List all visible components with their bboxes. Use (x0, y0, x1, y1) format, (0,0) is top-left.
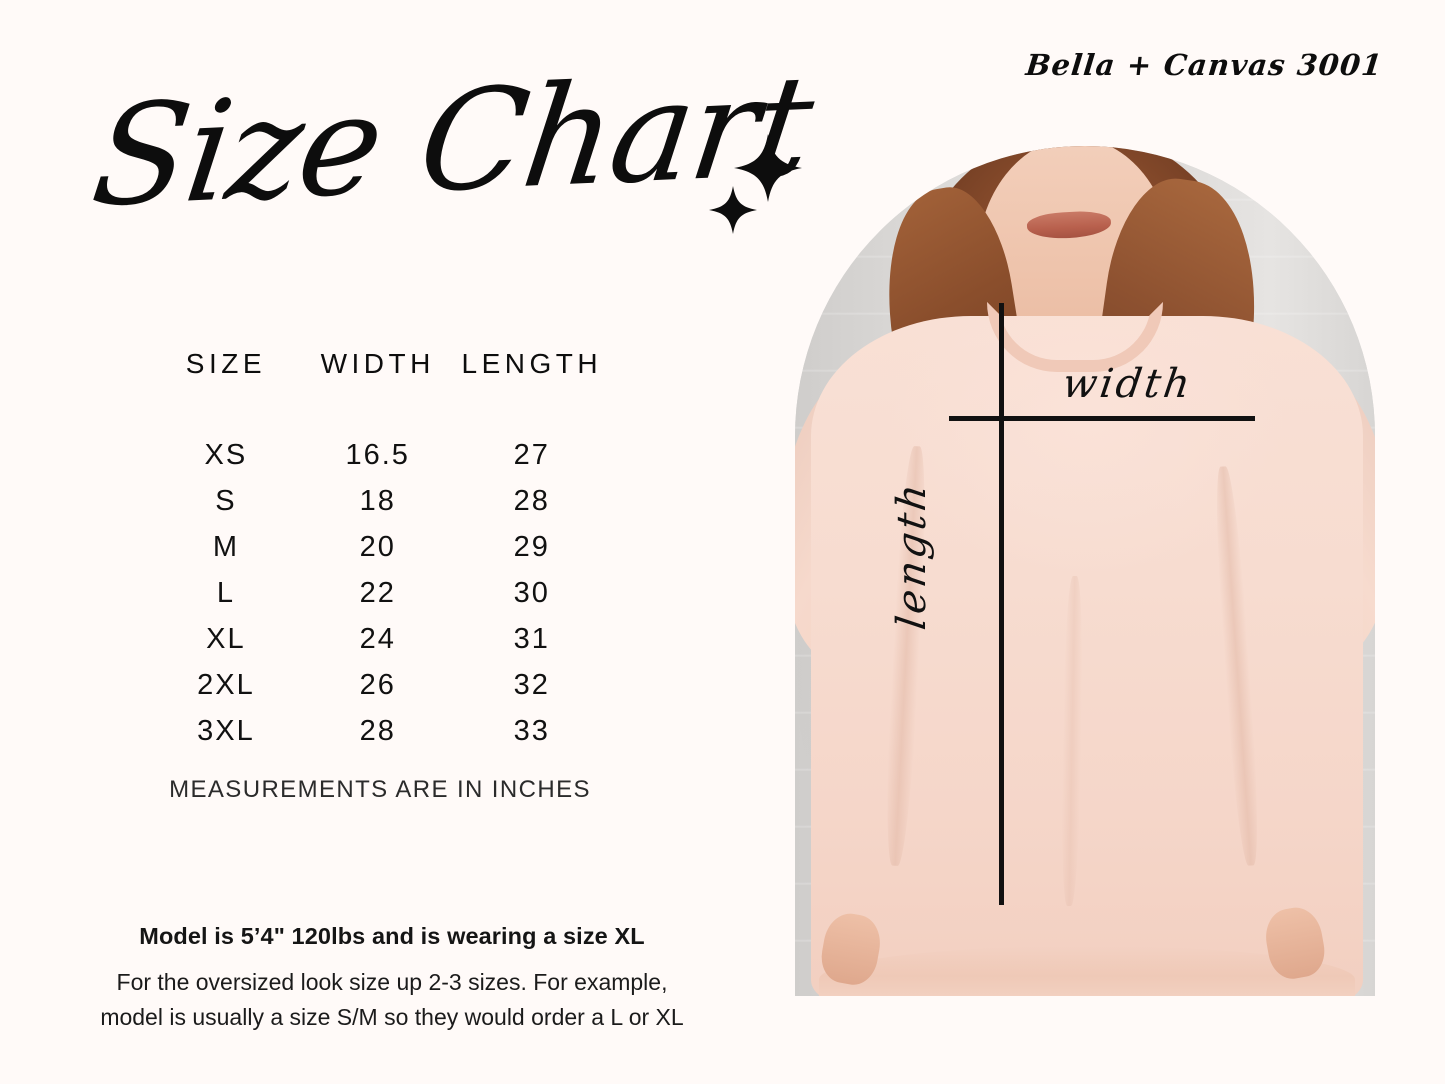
cell-size: L (216, 576, 235, 609)
sparkle-star-small-icon (709, 186, 757, 234)
cell-length: 31 (513, 622, 550, 655)
footnote-model-line: Model is 5’4" 120lbs and is wearing a si… (139, 923, 645, 949)
table-row: 2XL 26 32 (150, 662, 610, 708)
units-note: MEASUREMENTS ARE IN INCHES (169, 776, 591, 803)
cell-width: 18 (359, 484, 396, 517)
cell-length: 29 (513, 530, 550, 563)
cell-width: 22 (359, 576, 396, 609)
cell-length: 28 (513, 484, 550, 517)
footnote-block: Model is 5’4" 120lbs and is wearing a si… (72, 922, 712, 1035)
cell-size: XL (206, 622, 246, 655)
table-row: L 22 30 (150, 570, 610, 616)
cell-length: 32 (513, 668, 550, 701)
cell-length: 27 (513, 438, 550, 471)
column-header-size: SIZE (185, 348, 267, 379)
table-row: XL 24 31 (150, 616, 610, 662)
brand-label: Bella + Canvas 3001 (1024, 48, 1385, 82)
table-row: M 20 29 (150, 524, 610, 570)
cell-width: 16.5 (345, 438, 410, 471)
model-photo: width length (795, 146, 1375, 996)
column-header-width: WIDTH (320, 348, 435, 379)
table-row: XS 16.5 27 (150, 432, 610, 478)
table-row: 3XL 28 33 (150, 708, 610, 754)
size-table: SIZE WIDTH LENGTH XS 16.5 27 S 18 28 M (150, 348, 610, 754)
cell-size: 2XL (197, 668, 255, 701)
cell-width: 20 (359, 530, 396, 563)
size-table-container: SIZE WIDTH LENGTH XS 16.5 27 S 18 28 M (150, 348, 610, 754)
cell-width: 24 (359, 622, 396, 655)
cell-size: XS (204, 438, 248, 471)
cell-length: 30 (513, 576, 550, 609)
sparkle-decoration (709, 134, 802, 234)
cell-width: 26 (359, 668, 396, 701)
sparkle-star-large-icon (734, 134, 802, 202)
cell-size: S (215, 484, 237, 517)
column-header-length: LENGTH (461, 348, 603, 379)
tshirt-hem (819, 946, 1355, 996)
footnote-advice-line-2: model is usually a size S/M so they woul… (100, 1004, 684, 1031)
cell-size: 3XL (197, 714, 255, 747)
cell-length: 33 (513, 714, 550, 747)
cell-size: M (212, 530, 239, 563)
cell-width: 28 (359, 714, 396, 747)
footnote-advice-line-1: For the oversized look size up 2-3 sizes… (116, 969, 668, 996)
table-row: S 18 28 (150, 478, 610, 524)
table-header-row: SIZE WIDTH LENGTH (150, 348, 610, 432)
